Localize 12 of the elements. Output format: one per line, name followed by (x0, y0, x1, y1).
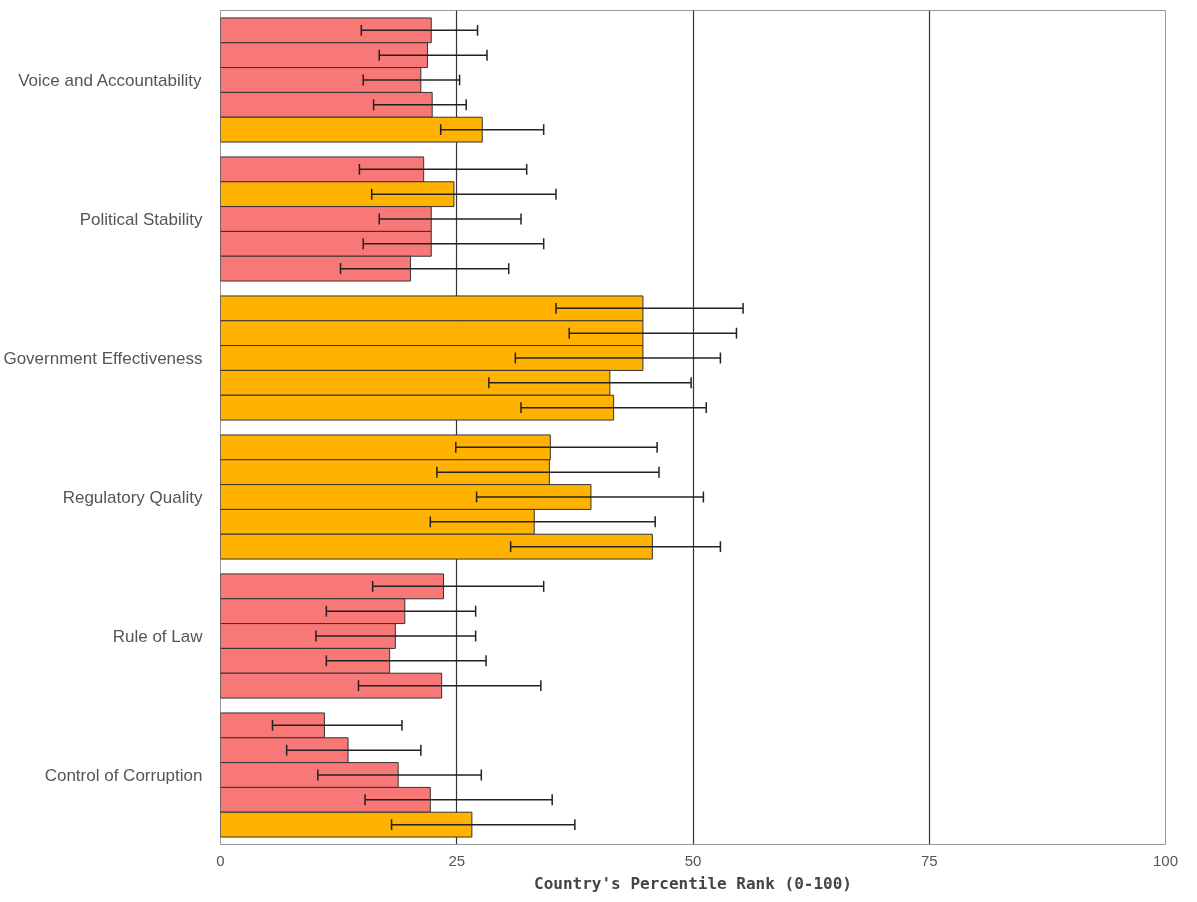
y-tick-label: Government Effectiveness (3, 348, 203, 368)
y-tick-label: Political Stability (79, 209, 203, 229)
x-tick-label: 75 (920, 851, 938, 869)
x-tick-label: 0 (216, 851, 225, 869)
y-tick-label: Voice and Accountability (18, 70, 203, 90)
x-tick-label: 25 (448, 851, 466, 869)
y-tick-label: Control of Corruption (44, 765, 203, 785)
x-tick-label: 50 (684, 851, 702, 869)
y-tick-label: Rule of Law (112, 626, 204, 646)
x-tick-label: 100 (1152, 851, 1179, 869)
y-tick-label: Regulatory Quality (62, 487, 203, 507)
x-axis-title: Country's Percentile Rank (0-100) (534, 873, 852, 893)
